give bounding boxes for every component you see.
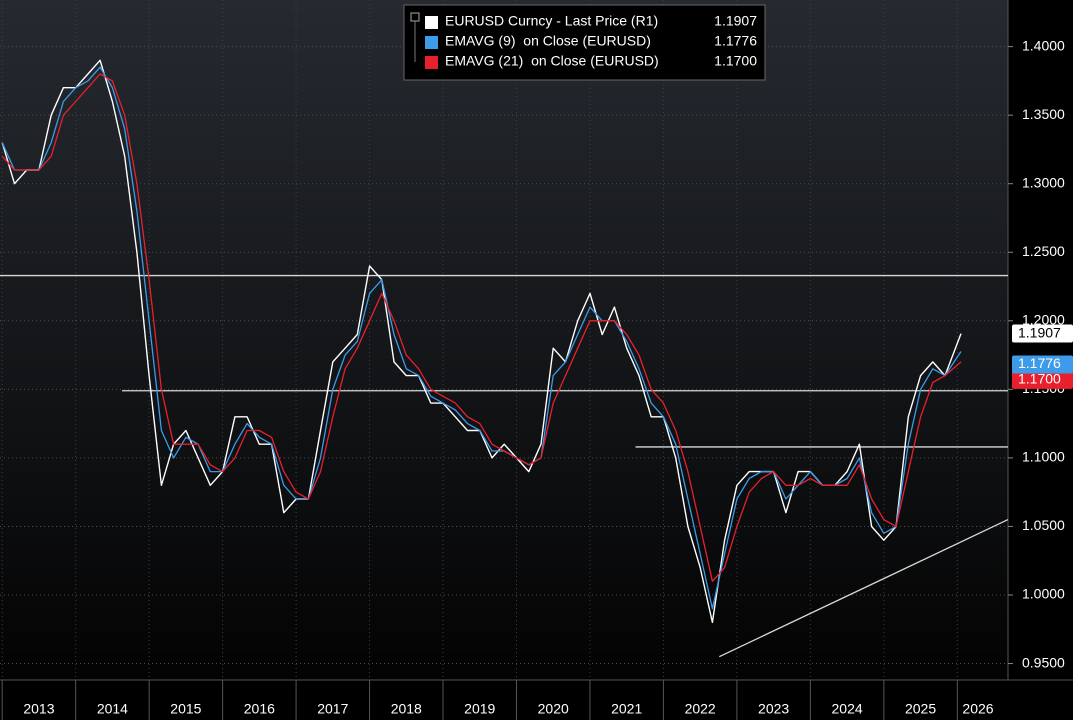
y-tick-label: 0.9500 <box>1022 654 1065 670</box>
y-tick-label: 1.2000 <box>1022 312 1065 328</box>
legend-value: 1.1907 <box>714 13 757 29</box>
last-value-box <box>1012 370 1073 389</box>
x-tick-label: 2013 <box>23 701 54 717</box>
y-tick-label: 1.2500 <box>1022 243 1065 259</box>
x-tick-label: 2020 <box>538 701 569 717</box>
legend-label: EMAVG (9) on Close (EURUSD) <box>445 33 651 49</box>
x-tick-label: 2019 <box>464 701 495 717</box>
y-tick-label: 1.3500 <box>1022 106 1065 122</box>
legend-swatch <box>425 16 438 29</box>
y-tick-label: 1.3000 <box>1022 174 1065 190</box>
reference-line <box>718 519 1009 658</box>
last-value-box <box>1012 324 1073 343</box>
legend-label: EMAVG (21) on Close (EURUSD) <box>445 53 659 69</box>
x-tick-label: 2018 <box>391 701 422 717</box>
x-tick-label: 2025 <box>905 701 936 717</box>
y-tick-label: 1.0500 <box>1022 517 1065 533</box>
last-value-label: 1.1776 <box>1018 355 1061 371</box>
last-value-label: 1.1907 <box>1018 324 1061 340</box>
x-tick-label: 2022 <box>685 701 716 717</box>
x-tick-label: 2021 <box>611 701 642 717</box>
x-tick-label: 2014 <box>97 701 128 717</box>
legend: EURUSD Curncy - Last Price (R1) 1.1907 EMA… <box>403 4 766 81</box>
legend-value: 1.1700 <box>714 53 757 69</box>
y-tick-label: 1.0000 <box>1022 586 1065 602</box>
series-line <box>1 73 962 582</box>
last-value-label: 1.1700 <box>1018 371 1061 387</box>
x-tick-label: 2026 <box>962 701 993 717</box>
x-tick-label: 2016 <box>244 701 275 717</box>
last-value-box <box>1012 355 1073 374</box>
x-tick-label: 2017 <box>317 701 348 717</box>
legend-swatch <box>425 56 438 69</box>
x-tick-label: 2024 <box>832 701 863 717</box>
legend-label: EURUSD Curncy - Last Price (R1) <box>445 13 658 29</box>
x-tick-label: 2015 <box>170 701 201 717</box>
x-tick-label: 2023 <box>758 701 789 717</box>
plot-area <box>0 0 1008 680</box>
y-tick-label: 1.4000 <box>1022 37 1065 53</box>
legend-box <box>403 4 766 81</box>
legend-swatch <box>425 36 438 49</box>
legend-value: 1.1776 <box>714 33 757 49</box>
y-tick-label: 1.1000 <box>1022 449 1065 465</box>
